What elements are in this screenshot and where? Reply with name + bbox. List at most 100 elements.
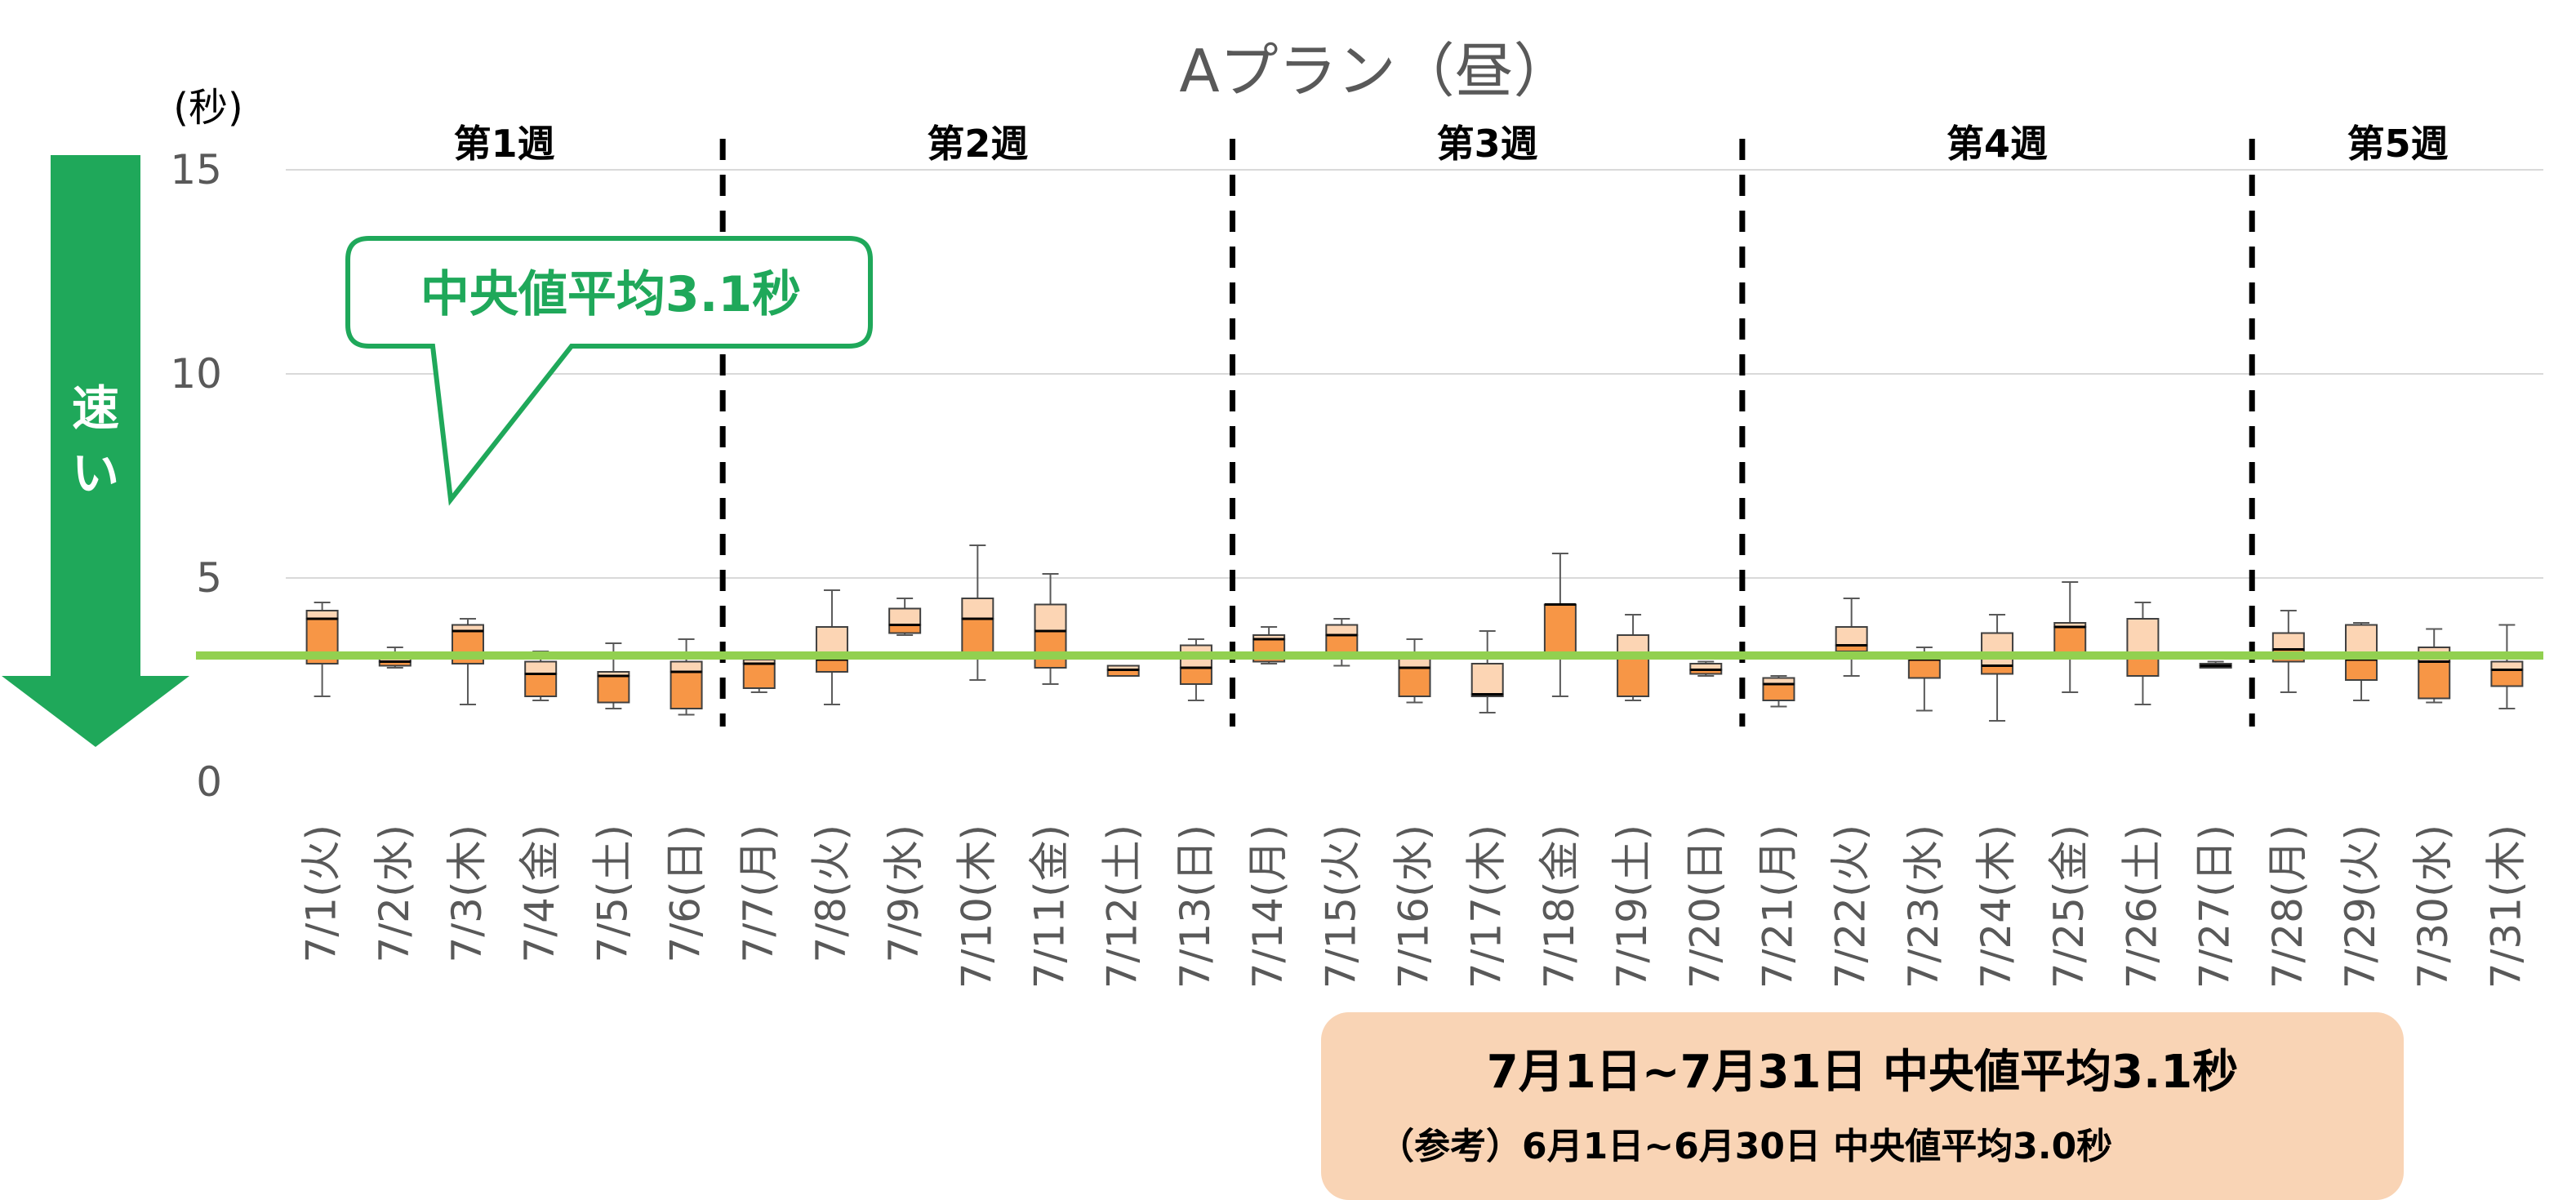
x-tick-label: 7/7(月) (735, 824, 782, 962)
y-tick-label: 10 (170, 350, 222, 398)
box-lower (1907, 659, 1941, 679)
x-tick-label: 7/12(土) (1099, 824, 1146, 989)
x-tick-label: 7/23(水) (1900, 824, 1947, 989)
box-lower (1617, 655, 1650, 697)
box-27 (2199, 660, 2232, 669)
x-tick-label: 7/26(土) (2118, 824, 2165, 989)
box-20 (1689, 660, 1723, 677)
x-tick-label: 7/20(日) (1681, 824, 1728, 989)
summary-reference: （参考）6月1日~6月30日 中央値平均3.0秒 (1378, 1126, 2113, 1167)
x-tick-labels: 7/1(火) 7/2(水) 7/3(木) 7/4(金) 7/5(土) 7/6(日) 7/7(… (298, 824, 2530, 989)
box-26 (2126, 602, 2160, 705)
box-10 (961, 544, 994, 681)
week-label: 第4週 (1946, 122, 2048, 166)
box-lower (1543, 603, 1577, 656)
box-lower (1398, 667, 1431, 697)
box-upper (1981, 632, 2014, 667)
box-17 (1470, 630, 1504, 713)
x-tick-label: 7/2(水) (371, 824, 418, 962)
box-8 (815, 589, 848, 705)
box-31 (2490, 624, 2524, 709)
box-1 (305, 602, 339, 697)
box-upper (2126, 618, 2160, 656)
box-lower (961, 618, 994, 656)
x-tick-label: 7/6(日) (662, 824, 710, 962)
y-tick-label: 15 (170, 146, 222, 193)
box-upper (888, 607, 922, 626)
x-tick-label: 7/8(火) (808, 824, 855, 962)
x-tick-label: 7/21(月) (1754, 824, 1801, 989)
box-6 (670, 638, 703, 716)
x-tick-label: 7/14(月) (1244, 824, 1292, 989)
week-label: 第1週 (454, 122, 555, 166)
box-18 (1543, 553, 1577, 697)
x-tick-label: 7/9(水) (880, 824, 928, 962)
x-tick-label: 7/15(火) (1317, 824, 1364, 989)
x-tick-label: 7/22(火) (1827, 824, 1875, 989)
box-25 (2053, 581, 2087, 693)
box-14 (1252, 626, 1286, 664)
summary-main: 7月1日~7月31日 中央値平均3.1秒 (1486, 1046, 2239, 1099)
box-11 (1034, 573, 1067, 685)
grid-lines (286, 169, 2543, 579)
y-tick-label: 5 (196, 554, 222, 602)
x-tick-label: 7/30(水) (2409, 824, 2457, 989)
speed-label-line1: 速 (71, 380, 119, 436)
x-tick-label: 7/27(日) (2191, 824, 2239, 989)
x-tick-label: 7/25(金) (2045, 824, 2093, 989)
box-lower (2418, 660, 2451, 700)
box-7 (742, 656, 776, 693)
box-3 (451, 618, 484, 705)
box-upper (1470, 663, 1504, 696)
week-label: 第3週 (1437, 122, 1538, 166)
box-lower (1325, 634, 1359, 655)
week-label: 第5週 (2347, 122, 2449, 166)
box-lower (1034, 630, 1067, 669)
box-lower (2490, 669, 2524, 687)
box-22 (1835, 598, 1868, 677)
chart-title: Aプラン（昼） (1179, 37, 1572, 105)
summary-box: 7月1日~7月31日 中央値平均3.1秒 （参考）6月1日~6月30日 中央値平… (1321, 1012, 2404, 1200)
x-tick-label: 7/5(土) (589, 824, 636, 962)
x-tick-label: 7/17(木) (1463, 824, 1510, 989)
box-lower (1762, 683, 1795, 701)
x-tick-label: 7/29(火) (2337, 824, 2384, 989)
box-upper (524, 660, 558, 675)
y-axis-label: (秒) (173, 85, 242, 131)
box-upper (1325, 624, 1359, 636)
box-21 (1762, 675, 1795, 708)
box-lower (670, 671, 703, 709)
x-tick-label: 7/1(火) (298, 824, 345, 962)
x-tick-label: 7/4(金) (516, 824, 563, 962)
speed-label: 速 い (51, 376, 140, 506)
week-label: 第2週 (927, 122, 1028, 166)
box-5 (597, 642, 630, 709)
callout-text: 中央値平均3.1秒 (420, 265, 802, 323)
x-tick-label: 7/31(木) (2482, 824, 2529, 989)
speed-label-line2: い (71, 446, 119, 501)
callout-bubble (345, 236, 873, 506)
box-lower (1179, 667, 1212, 685)
box-30 (2418, 628, 2451, 704)
box-upper (2271, 632, 2305, 651)
x-tick-label: 7/3(木) (443, 824, 491, 962)
box-16 (1398, 638, 1431, 704)
y-tick-label: 0 (196, 758, 222, 806)
box-lower (2053, 626, 2087, 656)
x-tick-label: 7/13(日) (1172, 824, 1219, 989)
x-tick-label: 7/18(金) (1536, 824, 1583, 989)
x-tick-label: 7/11(金) (1026, 824, 1074, 989)
box-upper (961, 598, 994, 620)
box-upper (1835, 626, 1868, 647)
box-9 (888, 598, 922, 636)
box-lower (2345, 659, 2378, 681)
box-15 (1325, 618, 1359, 667)
box-upper (670, 660, 703, 673)
box-series (305, 544, 2524, 722)
x-tick-label: 7/19(土) (1608, 824, 1656, 989)
box-lower (742, 663, 776, 689)
box-lower (524, 673, 558, 697)
box-29 (2345, 622, 2378, 701)
y-tick-labels: 0 5 10 15 (170, 146, 222, 806)
